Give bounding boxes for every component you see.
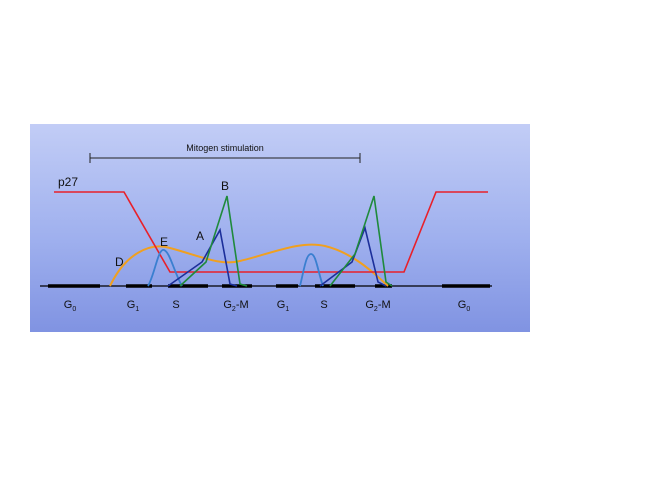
phase-label: G0 xyxy=(458,299,471,313)
curve-e-second xyxy=(299,253,324,287)
phase-label: G2-M xyxy=(365,299,390,313)
phase-label: S xyxy=(172,299,179,311)
label-b: B xyxy=(221,179,229,193)
phase-label: G2-M xyxy=(223,299,248,313)
phase-label: G1 xyxy=(277,299,290,313)
curve-a-second xyxy=(319,225,387,287)
curve-p27 xyxy=(54,191,488,273)
label-e: E xyxy=(160,235,168,249)
curve-a xyxy=(167,227,238,287)
phase-label: S xyxy=(320,299,327,311)
curve-e xyxy=(147,249,183,287)
phase-labels: G0 G1 S G2-M G1 S G2-M G0 xyxy=(64,299,471,313)
curve-b xyxy=(179,195,248,287)
phase-label: G1 xyxy=(127,299,140,313)
phase-label: G0 xyxy=(64,299,77,313)
label-p27: p27 xyxy=(58,175,78,189)
curve-d xyxy=(109,243,389,287)
label-d: D xyxy=(115,255,124,269)
mitogen-label: Mitogen stimulation xyxy=(186,143,264,153)
label-a: A xyxy=(196,229,204,243)
mitogen-bracket xyxy=(89,153,361,163)
cell-cycle-diagram: Mitogen stimulation p27 B A E xyxy=(30,124,530,332)
curve-b-second xyxy=(329,195,393,287)
